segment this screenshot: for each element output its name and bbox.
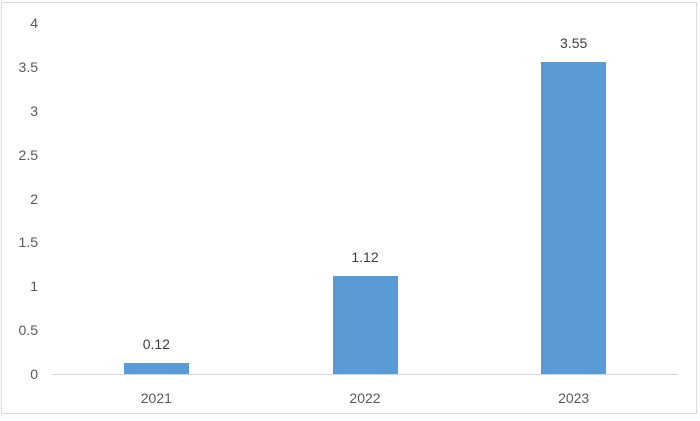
x-tick-label: 2022: [349, 390, 381, 406]
x-tick-label: 2021: [140, 390, 172, 406]
y-tick-label: 2.5: [18, 146, 38, 163]
x-axis-line: [52, 374, 678, 375]
y-tick-label: 3: [30, 102, 38, 119]
bar-chart: 0 0.5 1 1.5 2 2.5 3 3.5 4 2021 2022 2023 0.12 1.12 3…: [1, 2, 697, 414]
y-tick-label: 3.5: [18, 58, 38, 75]
y-tick-label: 4: [30, 15, 38, 31]
y-tick-label: 0.5: [18, 322, 38, 339]
data-label: 3.55: [560, 35, 588, 52]
data-label: 1.12: [351, 248, 379, 265]
plot-area: 0 0.5 1 1.5 2 2.5 3 3.5 4 2021 2022 2023 0.12 1.12 3…: [2, 3, 696, 413]
data-label: 0.12: [142, 336, 170, 353]
x-tick-label: 2023: [558, 390, 590, 406]
y-tick-label: 1.5: [18, 234, 38, 251]
bar-2023: [541, 62, 607, 374]
y-tick-label: 2: [30, 190, 38, 207]
bar-2022: [332, 275, 398, 374]
y-tick-label: 1: [30, 278, 38, 295]
y-tick-label: 0: [30, 366, 38, 382]
bar-2021: [123, 363, 189, 374]
